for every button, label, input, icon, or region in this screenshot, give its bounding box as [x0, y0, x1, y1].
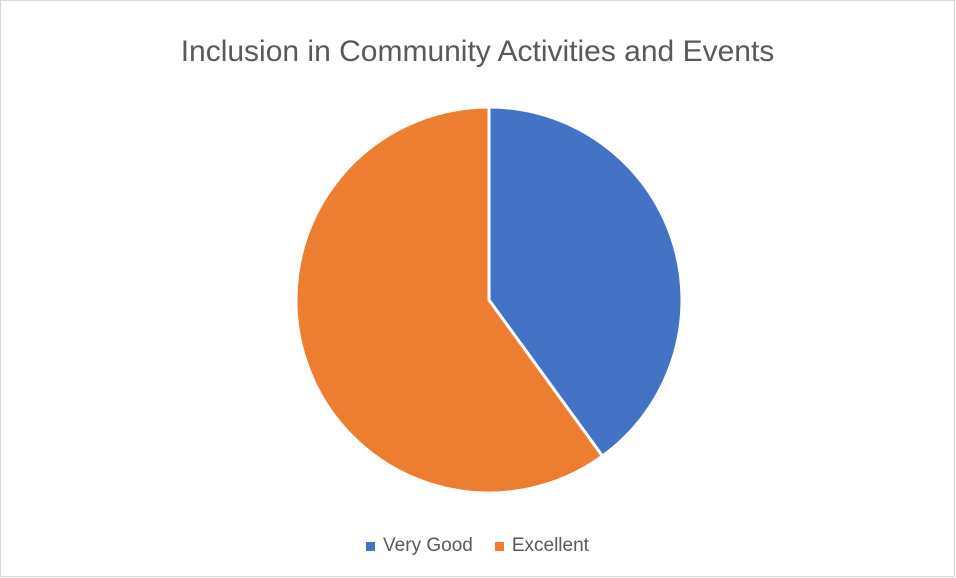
legend-label-excellent: Excellent	[511, 535, 589, 556]
legend-item-excellent: Excellent	[494, 535, 589, 557]
pie-slices	[294, 105, 684, 495]
legend-swatch-very-good	[366, 541, 376, 551]
legend: Very Good Excellent	[1, 535, 954, 557]
pie-slice-very-good	[487, 105, 684, 458]
legend-item-very-good: Very Good	[366, 535, 473, 557]
legend-label-very-good: Very Good	[383, 535, 473, 556]
pie-slice-excellent	[294, 105, 604, 495]
legend-swatch-excellent	[494, 541, 504, 551]
chart-title: Inclusion in Community Activities and Ev…	[180, 35, 775, 68]
